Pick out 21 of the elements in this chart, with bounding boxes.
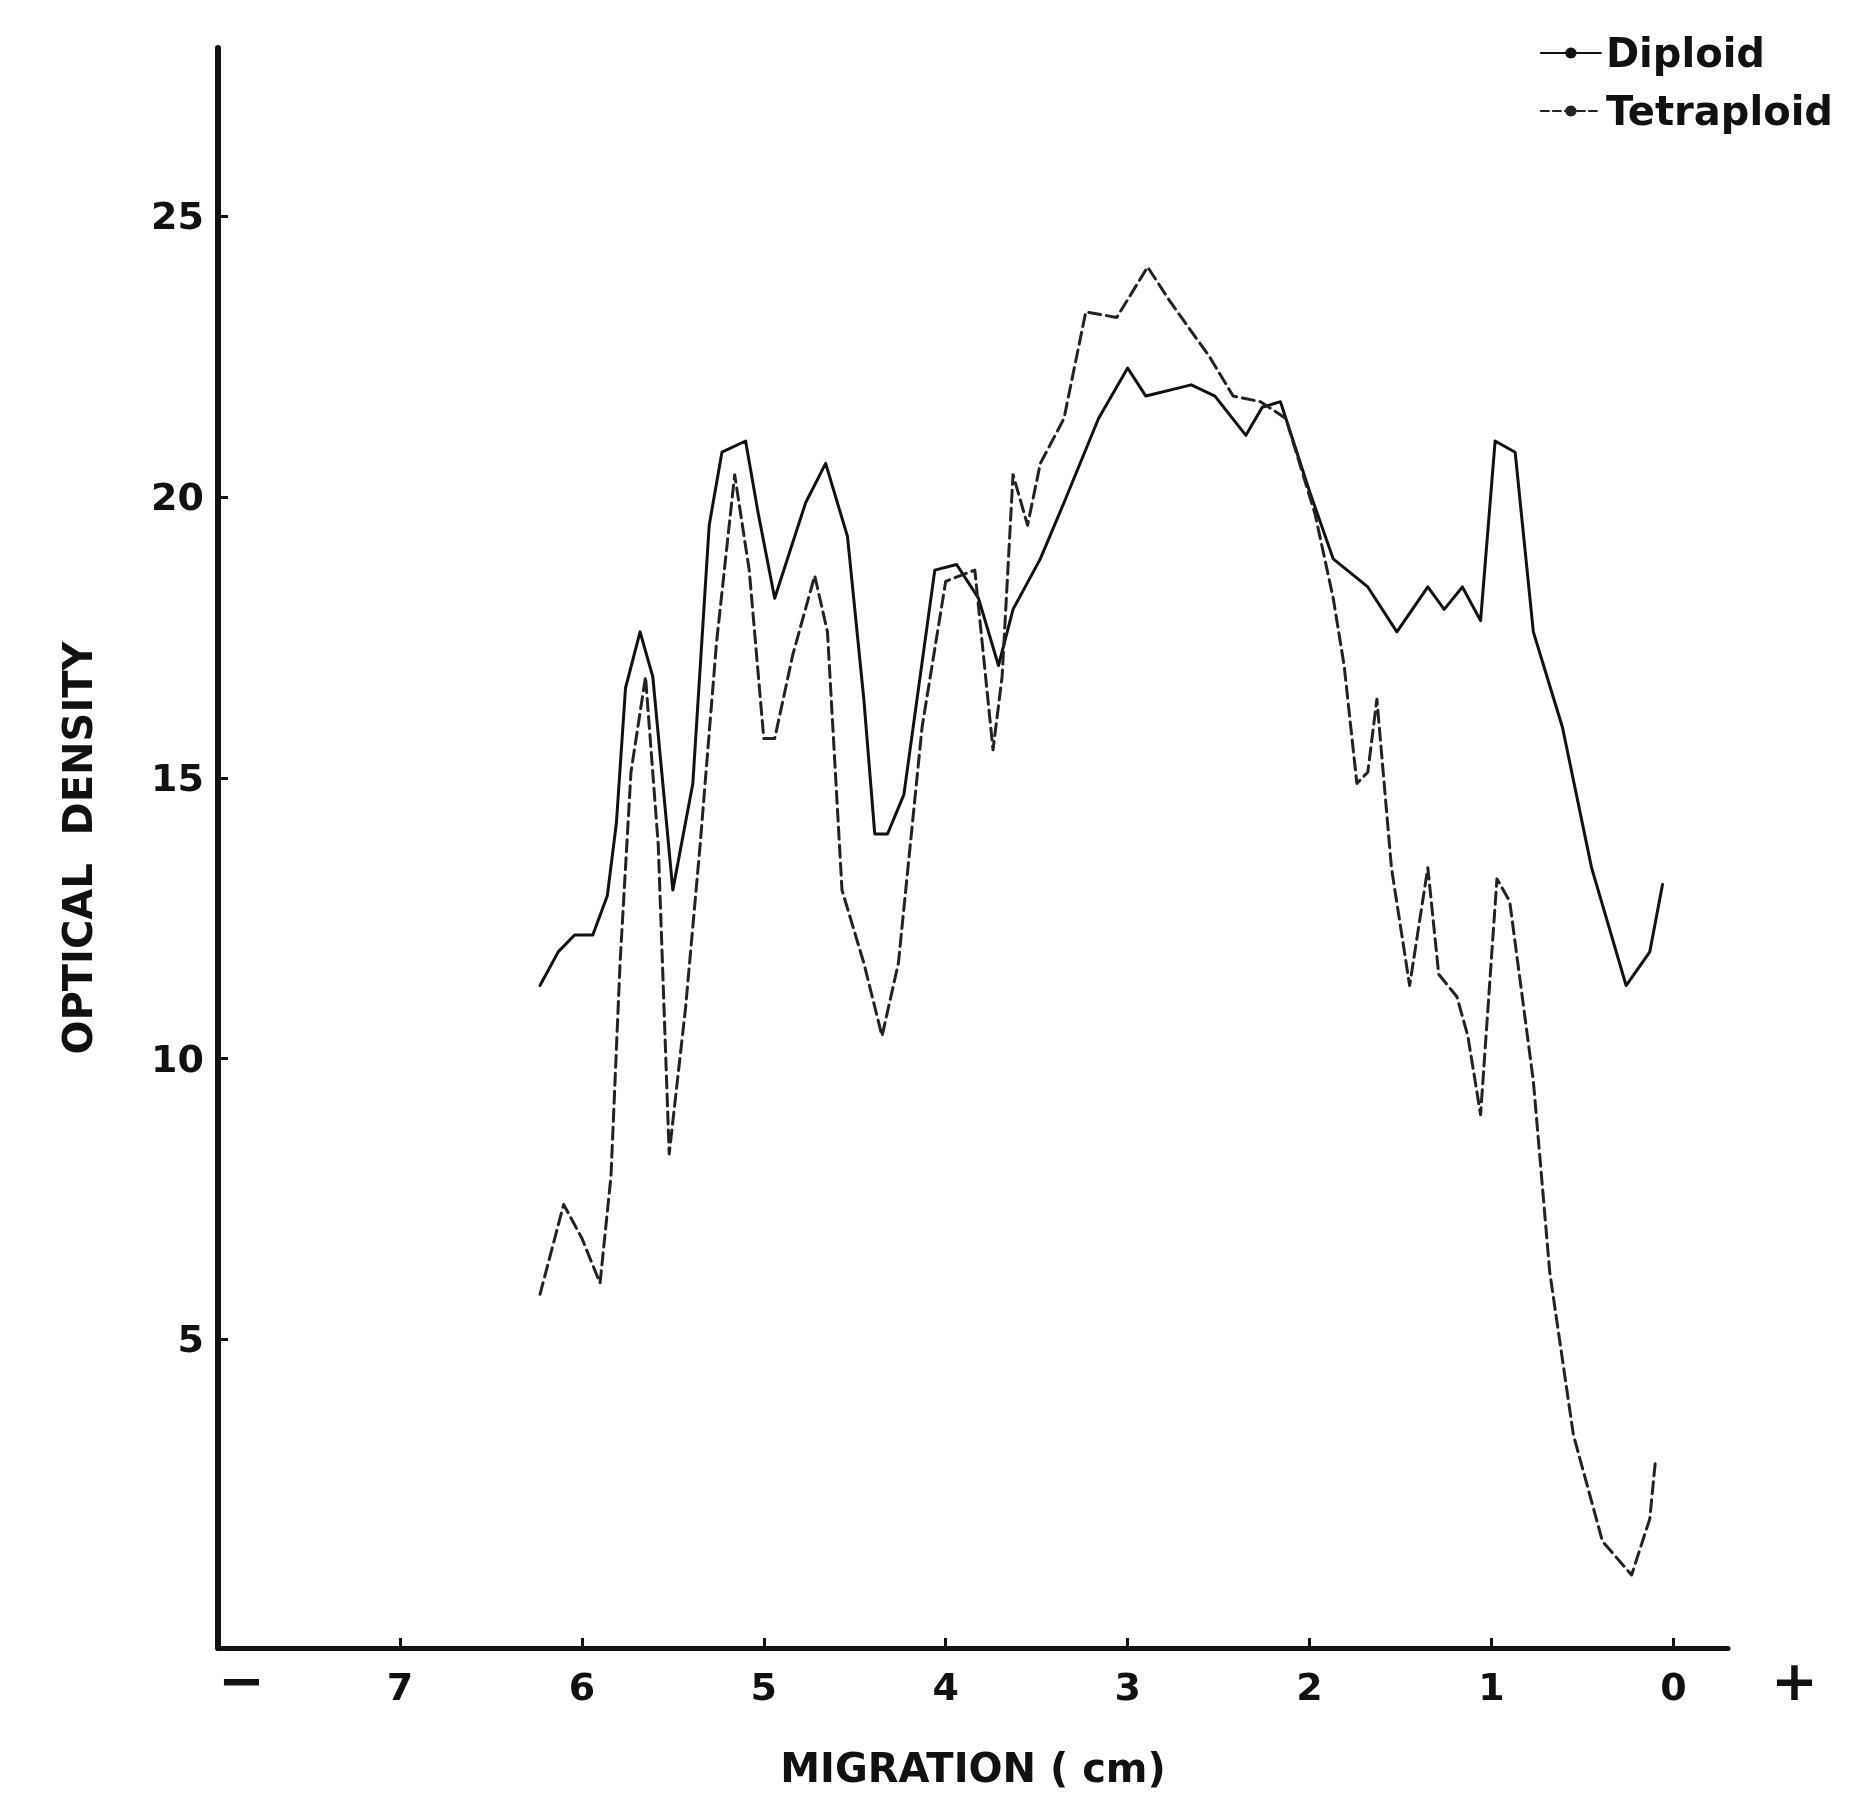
legend-label: Diploid [1605, 30, 1765, 76]
text: + [1771, 1647, 1818, 1713]
line-series [538, 366, 1665, 988]
y-axis-title: OPTICAL DENSITY [55, 640, 101, 1055]
y-tick-label: 25 [151, 194, 204, 239]
legend-label: Tetraploid [1605, 88, 1833, 134]
x-tick-label: 5 [750, 1665, 778, 1709]
x-tick-label: 6 [568, 1665, 596, 1709]
x-tick-label: 2 [1296, 1665, 1323, 1709]
line-series [538, 265, 1657, 1577]
y-tick-label: 15 [151, 755, 204, 800]
x-tick-label: 4 [932, 1665, 959, 1709]
x-tick-label: 0 [1660, 1665, 1687, 1709]
x-tick-label: 7 [386, 1665, 414, 1709]
y-tick-label: 20 [151, 475, 204, 520]
x-axis-title: MIGRATION ( cm) [780, 1745, 1166, 1791]
annotation: − [218, 1647, 265, 1713]
y-tick-label: 5 [177, 1317, 204, 1362]
x-tick-label: 3 [1114, 1665, 1141, 1709]
y-tick-label: 10 [151, 1036, 204, 1081]
x-tick-label: 1 [1478, 1665, 1505, 1709]
